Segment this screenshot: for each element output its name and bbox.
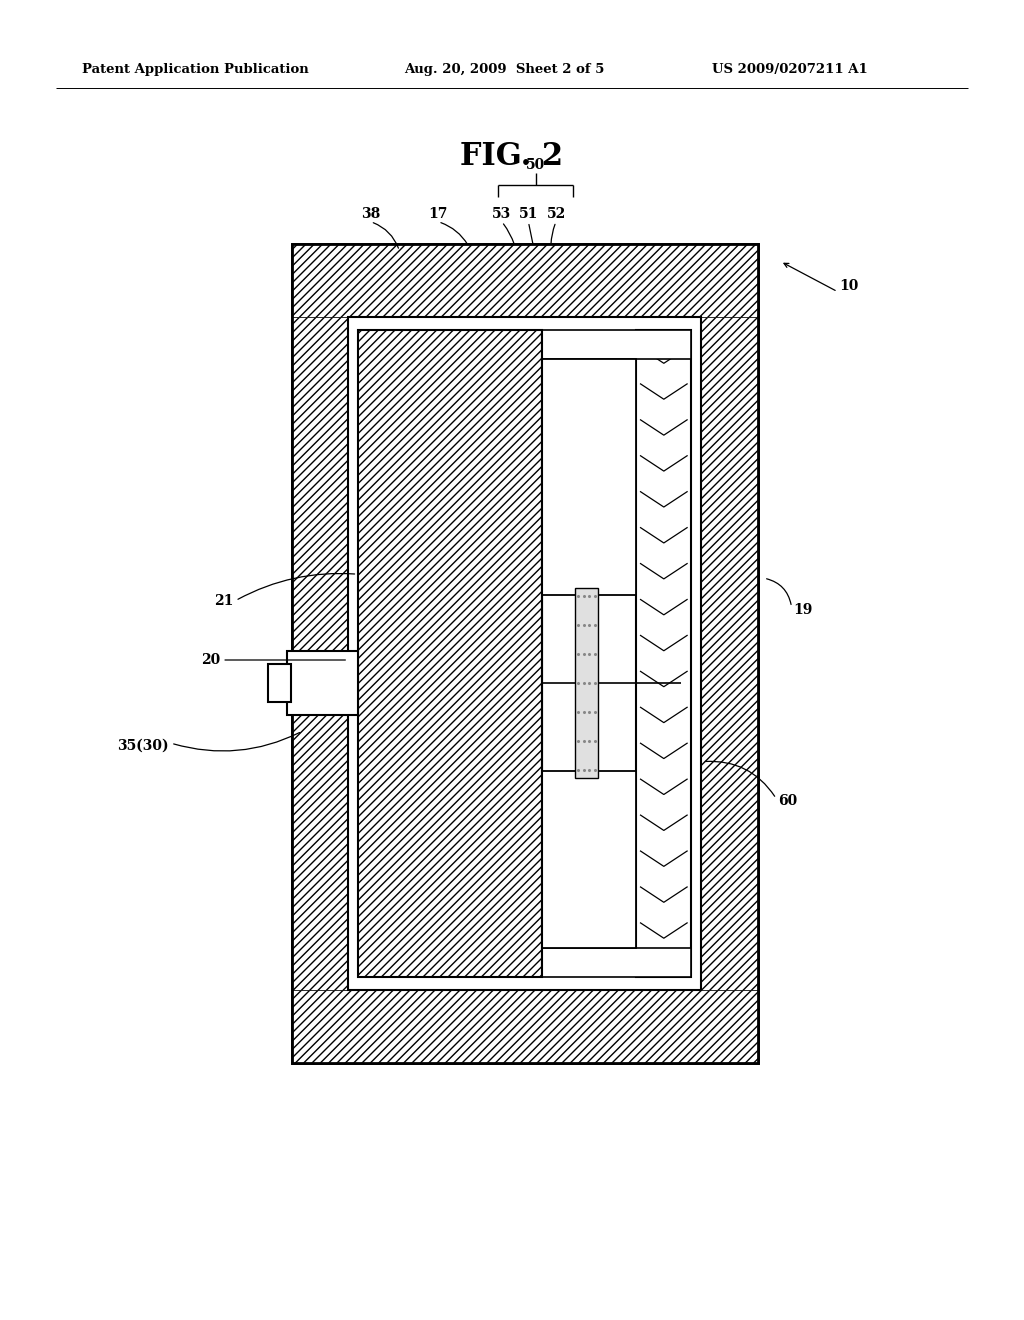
Text: 38: 38 — [361, 207, 380, 220]
Bar — [348, 317, 701, 990]
Bar — [287, 651, 358, 714]
Text: 50: 50 — [526, 158, 545, 172]
Text: 19: 19 — [794, 603, 813, 616]
Bar — [292, 244, 758, 317]
Bar — [542, 330, 691, 359]
Bar — [701, 317, 758, 990]
Bar — [292, 317, 348, 990]
Bar — [358, 330, 542, 977]
Text: Patent Application Publication: Patent Application Publication — [82, 63, 308, 77]
Text: 52: 52 — [547, 207, 565, 220]
Bar — [637, 330, 691, 977]
Bar — [268, 664, 291, 702]
Text: 21: 21 — [214, 594, 233, 607]
Text: 60: 60 — [778, 795, 798, 808]
Text: 10: 10 — [840, 280, 859, 293]
Text: 17: 17 — [429, 207, 447, 220]
Text: Aug. 20, 2009  Sheet 2 of 5: Aug. 20, 2009 Sheet 2 of 5 — [404, 63, 605, 77]
Text: 51: 51 — [519, 207, 538, 220]
Bar — [292, 244, 758, 1063]
Text: 53: 53 — [493, 207, 511, 220]
Bar — [542, 771, 637, 948]
Bar — [292, 990, 758, 1063]
Text: 20: 20 — [201, 653, 220, 667]
Text: FIG. 2: FIG. 2 — [461, 141, 563, 172]
Text: US 2009/0207211 A1: US 2009/0207211 A1 — [712, 63, 867, 77]
Bar — [542, 948, 691, 977]
Text: 35(30): 35(30) — [118, 739, 169, 752]
Bar — [575, 587, 598, 777]
Bar — [292, 244, 758, 1063]
Bar — [542, 359, 637, 594]
